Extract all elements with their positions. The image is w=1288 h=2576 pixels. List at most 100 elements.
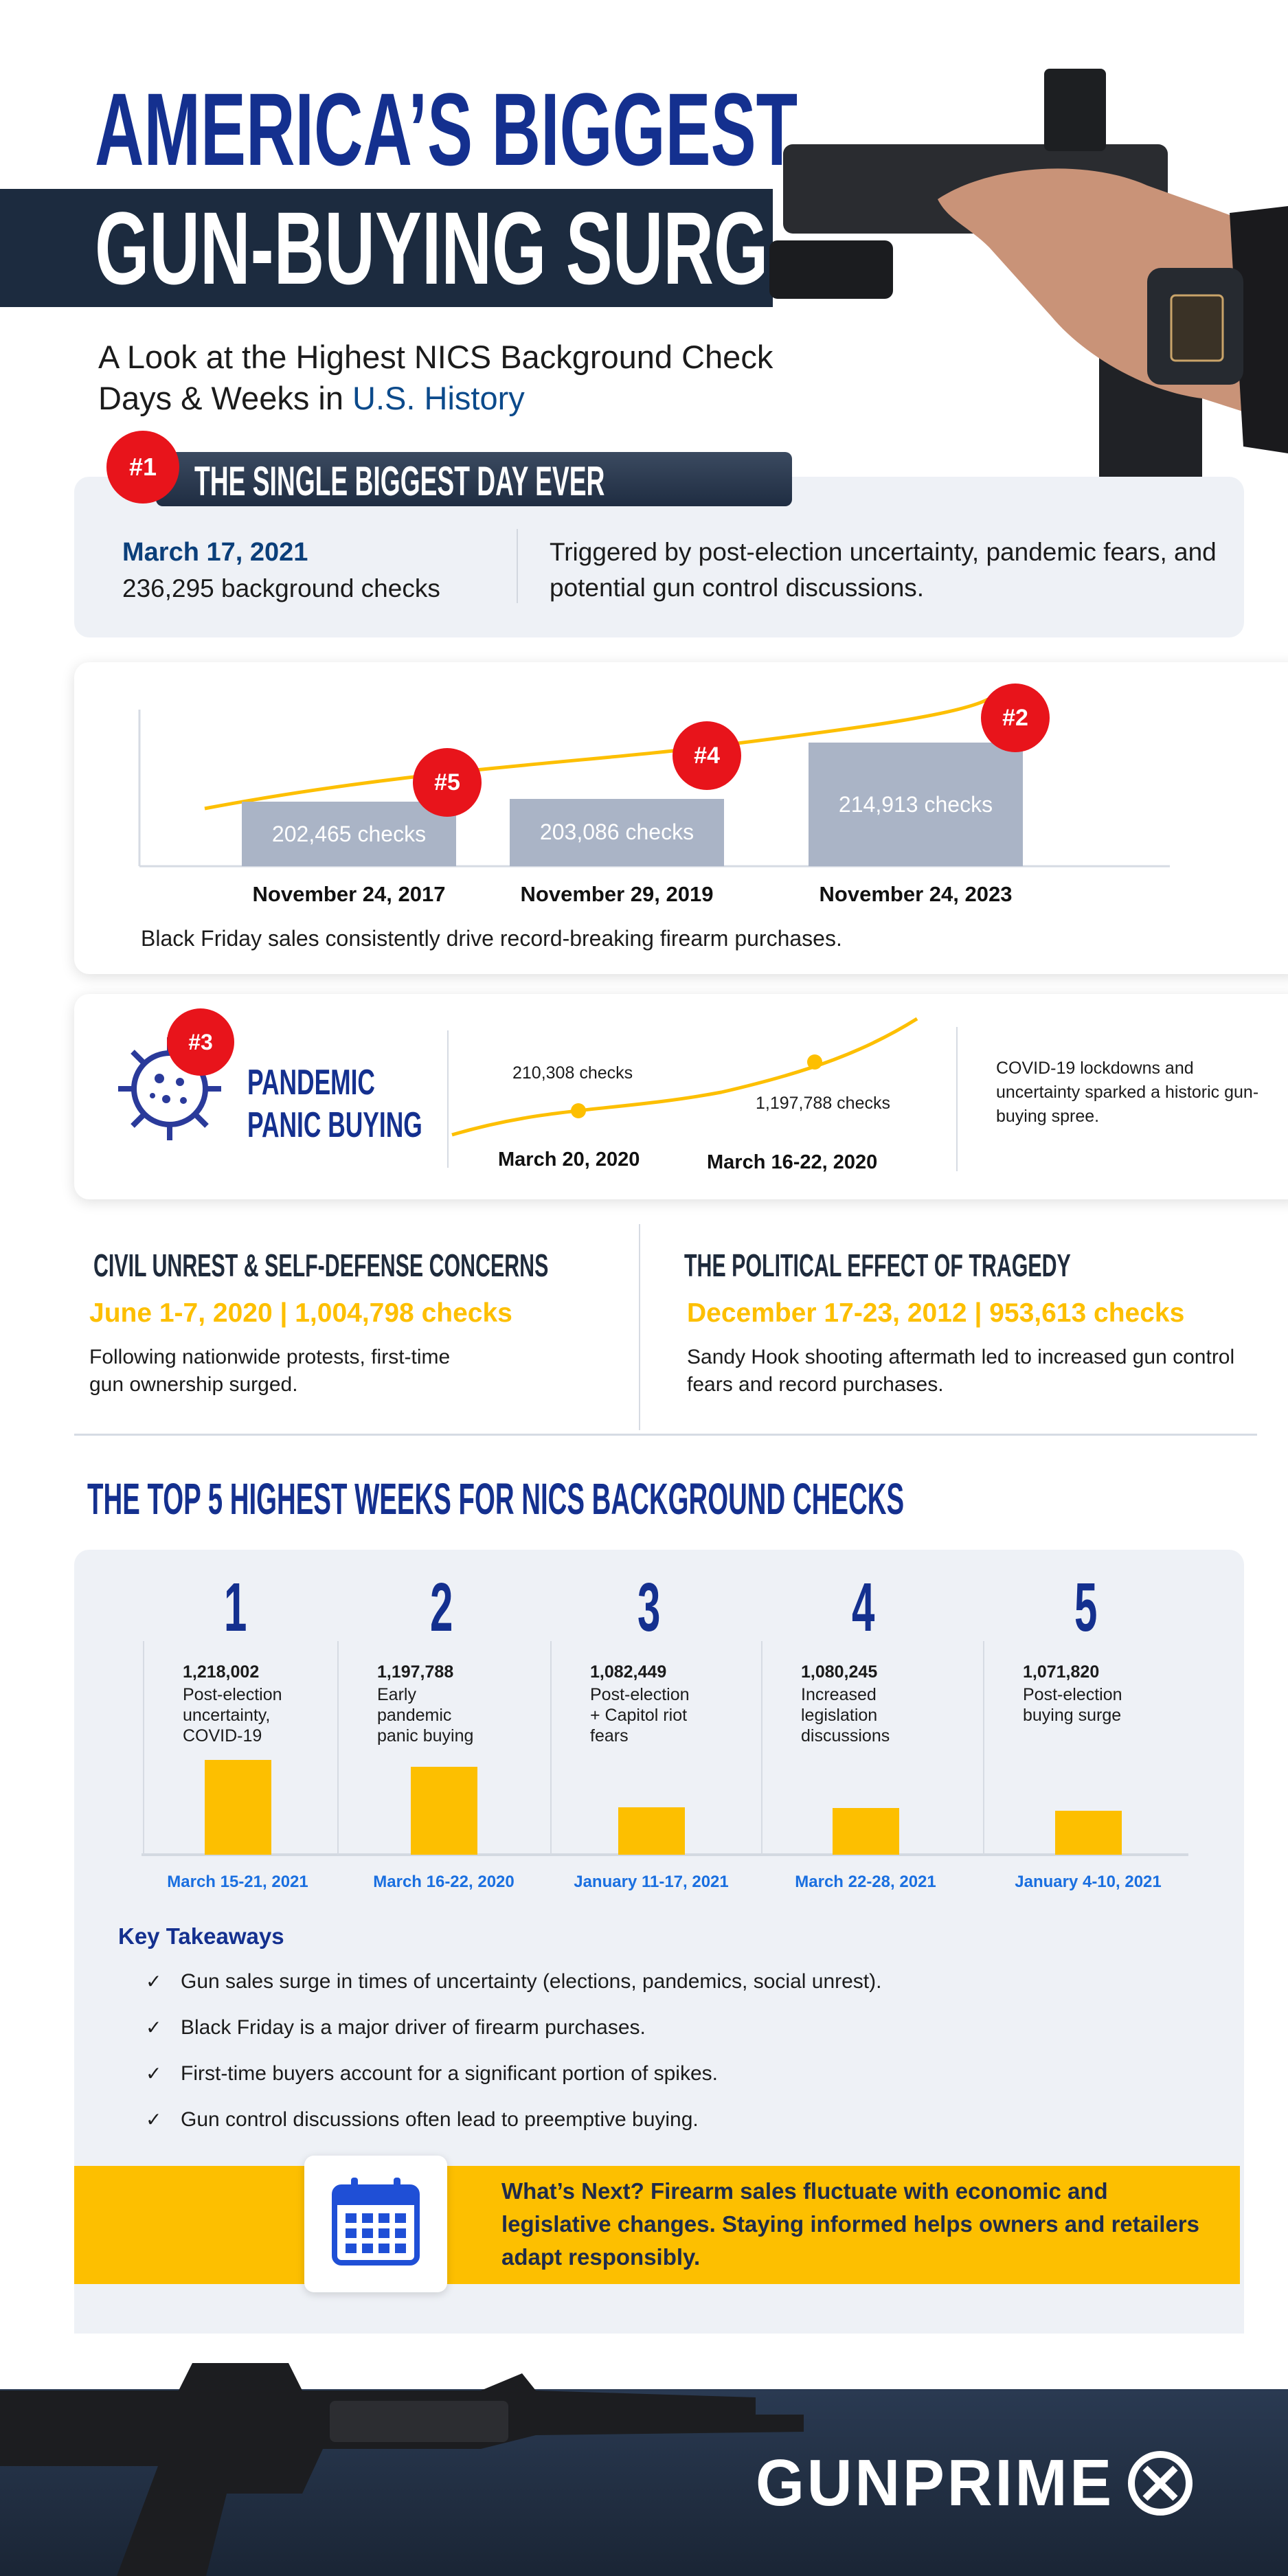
week-value: 1,082,449 — [590, 1662, 667, 1682]
gunprime-logo: GUNPRIME — [756, 2445, 1196, 2521]
biggest-day-date: March 17, 2021 — [122, 538, 308, 567]
whats-next-text: What’s Next? Firearm sales fluctuate wit… — [501, 2178, 1199, 2270]
week-description: Post-election + Capitol riot fears — [590, 1685, 690, 1745]
point-march-20 — [571, 1103, 586, 1118]
column-divider — [983, 1641, 984, 1855]
week-description: Post-election buying surge — [1023, 1685, 1122, 1725]
point-date: March 20, 2020 — [498, 1149, 640, 1171]
civil-unrest-heading: CIVIL UNREST & SELF-DEFENSE CONCERNS — [93, 1247, 549, 1283]
point-label: 210,308 checks — [512, 1063, 633, 1083]
calendar-icon — [332, 2178, 420, 2266]
takeaway-item: First-time buyers account for a signific… — [181, 2062, 718, 2085]
check-icon: ✓ — [146, 1971, 162, 1992]
takeaway-item: Black Friday is a major driver of firear… — [181, 2016, 646, 2039]
top5-bar-1 — [205, 1760, 271, 1855]
tragedy-date: December 17-23, 2012 | 953,613 checks — [687, 1298, 1185, 1328]
biggest-day-header-bar — [156, 452, 792, 506]
column-divider — [550, 1641, 552, 1855]
black-friday-date: November 24, 2017 — [252, 882, 446, 906]
civil-unrest-body: Following nationwide protests, first-tim… — [89, 1346, 451, 1396]
black-friday-bar-3: 214,913 checks — [809, 743, 1023, 866]
column-divider — [337, 1641, 339, 1855]
pandemic-heading: PANDEMIC PANIC BUYING — [247, 1061, 505, 1146]
black-friday-date: November 29, 2019 — [520, 882, 714, 906]
week-date: March 16-22, 2020 — [341, 1873, 547, 1892]
pandemic-trend-chart — [451, 1017, 918, 1137]
top5-bar-4 — [833, 1807, 899, 1855]
check-icon: ✓ — [146, 2063, 162, 2084]
page-title-line1: AMERICA’S BIGGEST — [95, 71, 798, 187]
biggest-day-description: Triggered by post-election uncertainty, … — [550, 538, 1217, 602]
rank-badge-3: #3 — [167, 1008, 234, 1076]
rank-number: 3 — [637, 1569, 661, 1646]
week-date-text: March 22-28, — [795, 1873, 900, 1891]
top5-heading: THE TOP 5 HIGHEST WEEKS FOR NICS BACKGRO… — [87, 1474, 905, 1524]
top5-bar-5 — [1055, 1811, 1122, 1855]
page-title-line2: GUN-BUYING SURGES — [95, 190, 862, 306]
tragedy-heading: THE POLITICAL EFFECT OF TRAGEDY — [684, 1247, 1071, 1283]
pandemic-heading-line1: PANDEMIC — [247, 1063, 375, 1103]
divider — [639, 1224, 640, 1430]
week-year: 2021 — [899, 1873, 936, 1891]
top5-bar-2 — [411, 1767, 477, 1855]
check-icon: ✓ — [146, 2017, 162, 2038]
rank-badge: #2 — [981, 683, 1050, 752]
check-icon: ✓ — [146, 2109, 162, 2130]
top5-bar-3 — [618, 1807, 685, 1855]
takeaway-item: Gun control discussions often lead to pr… — [181, 2108, 699, 2131]
week-value: 1,197,788 — [377, 1662, 454, 1682]
rank-number: 2 — [430, 1569, 453, 1646]
point-march-16-22 — [807, 1054, 822, 1070]
divider — [517, 529, 518, 603]
week-date: January 11-17, 2021 — [548, 1873, 754, 1892]
trend-line — [451, 1017, 918, 1137]
week-date: January 4-10, 2021 — [985, 1873, 1191, 1892]
week-date-text: March 16-22, — [373, 1873, 478, 1891]
week-date: March 22-28, 2021 — [762, 1873, 969, 1892]
black-friday-caption: Black Friday sales consistently drive re… — [141, 926, 842, 951]
rank-badge-1: #1 — [106, 431, 179, 504]
pistol-hand-image — [769, 69, 1288, 481]
subtitle: A Look at the Highest NICS Background Ch… — [98, 337, 773, 419]
column-divider — [761, 1641, 762, 1855]
rank-number: 4 — [852, 1569, 875, 1646]
week-date-text: March 15-21, — [167, 1873, 272, 1891]
tragedy-body: Sandy Hook shooting aftermath led to inc… — [687, 1346, 1235, 1396]
divider — [956, 1027, 958, 1171]
black-friday-bar-2: 203,086 checks — [510, 798, 724, 866]
point-label: 1,197,788 checks — [756, 1094, 890, 1113]
section-divider — [74, 1434, 1257, 1436]
rifle-image — [0, 2363, 804, 2576]
takeaway-item: Gun sales surge in times of uncertainty … — [181, 1970, 882, 1993]
week-description: Early pandemic panic buying — [377, 1685, 474, 1745]
week-date: March 15-21, 2021 — [135, 1873, 341, 1892]
rank-badge: #5 — [413, 748, 482, 817]
week-year: 2021 — [692, 1873, 729, 1891]
rank-badge: #4 — [673, 721, 741, 790]
column-divider — [143, 1641, 144, 1855]
week-year: 2021 — [1125, 1873, 1162, 1891]
pandemic-card — [74, 994, 1288, 1199]
calendar-tile — [304, 2156, 447, 2292]
takeaways-heading: Key Takeaways — [118, 1923, 284, 1949]
black-friday-bar-1: 202,465 checks — [242, 802, 456, 866]
biggest-day-checks: 236,295 background checks — [122, 574, 440, 602]
whats-next-banner — [74, 2166, 1240, 2284]
point-date: March 16-22, 2020 — [707, 1151, 878, 1173]
pandemic-heading-line2: PANIC BUYING — [247, 1105, 422, 1145]
divider — [447, 1030, 449, 1168]
subtitle-line2: Days & Weeks in — [98, 380, 353, 416]
title-band — [0, 189, 773, 307]
week-description: Post-election uncertainty, COVID-19 — [183, 1685, 282, 1745]
logo-text: GUNPRIME — [756, 2446, 1114, 2520]
week-description: Increased legislation discussions — [801, 1685, 890, 1745]
week-value: 1,218,002 — [183, 1662, 260, 1682]
pandemic-description: COVID-19 lockdowns and uncertainty spark… — [996, 1059, 1259, 1126]
week-year: 2020 — [477, 1873, 515, 1891]
civil-unrest-date: June 1-7, 2020 | 1,004,798 checks — [89, 1298, 512, 1328]
week-year: 2021 — [271, 1873, 308, 1891]
week-date-text: January 11-17, — [574, 1873, 692, 1891]
week-value: 1,080,245 — [801, 1662, 878, 1682]
top5-baseline — [142, 1853, 1188, 1856]
biggest-day-heading: THE SINGLE BIGGEST DAY EVER — [194, 458, 605, 504]
